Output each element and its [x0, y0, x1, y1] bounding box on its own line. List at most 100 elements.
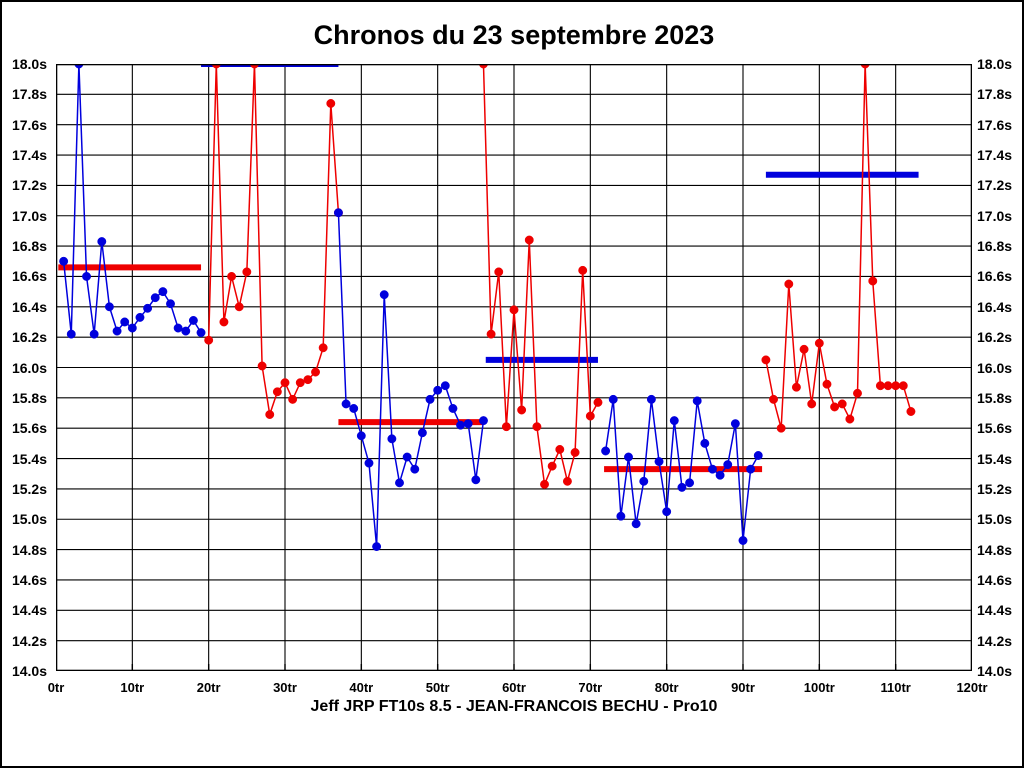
y-axis-tick-label: 17.4s: [977, 147, 1013, 164]
x-axis-tick-label: 100tr: [803, 680, 835, 695]
data-point: [234, 302, 244, 312]
x-axis-tick-label: 80tr: [654, 680, 679, 695]
gridlines: [56, 64, 972, 671]
data-point: [570, 448, 580, 457]
data-point: [104, 302, 114, 312]
data-series-group: [59, 64, 916, 552]
y-axis-tick-label: 18.0s: [11, 56, 47, 72]
data-point: [753, 451, 763, 460]
y-axis-tick-label: 16.4s: [977, 298, 1013, 315]
data-point: [868, 276, 878, 286]
plot-area: [56, 64, 972, 671]
y-axis-tick-label: 14.0s: [11, 663, 47, 679]
data-point: [311, 367, 320, 377]
data-point: [295, 378, 305, 388]
y-axis-tick-label: 17.2s: [977, 177, 1013, 194]
data-point: [547, 461, 557, 471]
data-point: [578, 265, 588, 275]
data-point: [799, 344, 809, 354]
y-axis-tick-label: 17.0s: [11, 207, 47, 224]
data-point: [112, 326, 122, 336]
y-axis-tick-label: 16.6s: [11, 268, 47, 285]
y-axis-tick-label: 14.8s: [977, 541, 1013, 558]
x-axis-tick-label: 20tr: [196, 680, 221, 695]
data-point: [456, 420, 466, 430]
y-axis-tick-label: 14.4s: [11, 602, 47, 619]
y-axis-tick-label: 15.4s: [11, 450, 47, 467]
data-point: [143, 303, 153, 313]
y-axis-tick-label: 16.2s: [11, 329, 47, 346]
plot-border: [56, 64, 972, 671]
y-axis-tick-label: 14.6s: [11, 571, 47, 588]
data-point: [837, 399, 847, 409]
data-point: [639, 476, 649, 486]
data-point: [906, 407, 916, 416]
data-point: [471, 475, 481, 485]
y-axis-tick-label: 17.6s: [977, 116, 1013, 133]
data-point: [677, 482, 687, 492]
data-point: [715, 470, 725, 480]
data-point: [97, 237, 107, 247]
data-point: [807, 399, 817, 409]
data-point: [333, 208, 343, 218]
data-point: [486, 329, 496, 339]
data-point: [227, 272, 237, 281]
x-axis-tick-label: 60tr: [502, 680, 526, 695]
data-point: [379, 290, 389, 300]
data-point: [875, 381, 885, 391]
data-point: [341, 399, 351, 409]
data-point: [127, 323, 137, 333]
data-point: [372, 542, 382, 552]
y-axis-tick-label: 14.8s: [11, 541, 47, 558]
x-axis-tick-label: 0tr: [47, 680, 65, 695]
data-point: [120, 317, 130, 327]
data-point: [173, 323, 183, 333]
y-axis-tick-label: 14.2s: [977, 632, 1013, 649]
data-point: [669, 416, 679, 426]
page-title: Chronos du 23 septembre 2023: [313, 20, 715, 50]
y-axis-tick-label: 17.8s: [977, 86, 1013, 103]
data-point: [509, 305, 519, 315]
data-point: [272, 387, 282, 397]
data-point: [540, 479, 549, 489]
y-axis-tick-label: 15.2s: [977, 480, 1013, 497]
data-point: [608, 394, 618, 404]
x-axis-tick-label: 40tr: [349, 680, 374, 695]
data-point: [150, 293, 160, 303]
data-point: [769, 394, 778, 404]
data-point: [188, 316, 198, 325]
data-point: [891, 381, 901, 391]
data-point: [822, 379, 832, 389]
data-point: [425, 394, 435, 404]
y-axis-tick-label: 17.4s: [11, 147, 47, 164]
y-axis-tick-label: 15.4s: [977, 450, 1013, 467]
data-point: [776, 423, 786, 433]
data-point: [585, 411, 595, 421]
data-point: [646, 394, 656, 404]
data-point: [349, 404, 359, 413]
data-point: [593, 397, 603, 407]
data-point: [730, 419, 740, 429]
y-axis-tick-label: 17.6s: [11, 116, 47, 133]
series-line-stint-3-blue: [337, 212, 485, 547]
data-point: [158, 287, 168, 297]
data-point: [898, 381, 908, 391]
y-axis-tick-label: 15.6s: [977, 420, 1013, 437]
x-axis-tick-label: 70tr: [578, 680, 603, 695]
data-point: [723, 460, 733, 470]
data-point: [746, 464, 756, 474]
x-axis-tick-label: 50tr: [425, 680, 450, 695]
data-point: [59, 256, 69, 266]
y-axis-tick-label: 16.6s: [977, 268, 1013, 285]
data-point: [402, 452, 412, 462]
y-axis-tick-label: 17.8s: [11, 86, 47, 103]
y-axis-tick-label: 15.2s: [11, 480, 47, 497]
data-point: [524, 235, 534, 245]
data-point: [784, 279, 794, 289]
data-point: [257, 361, 267, 371]
data-point: [494, 267, 504, 277]
data-point: [181, 326, 191, 336]
data-point: [448, 404, 458, 413]
y-axis-tick-label: 18.0s: [977, 56, 1013, 72]
